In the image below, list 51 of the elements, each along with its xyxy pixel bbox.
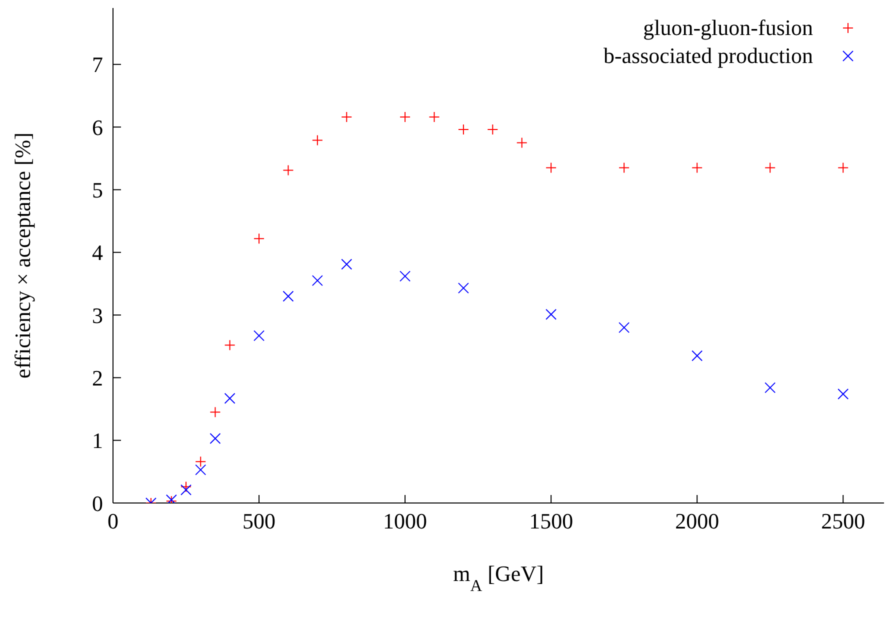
- point: [618, 162, 630, 174]
- point: [458, 282, 469, 294]
- point: [210, 406, 221, 418]
- y-tick-label: 1: [92, 428, 103, 454]
- point: [224, 340, 236, 351]
- point: [254, 233, 265, 244]
- point: [312, 134, 323, 146]
- x-tick-label: 1000: [383, 508, 428, 534]
- y-tick-label: 0: [92, 490, 103, 516]
- x-tick-label: 2000: [675, 508, 720, 534]
- y-tick-label: 5: [92, 178, 103, 203]
- x-tick-label: 2500: [821, 508, 866, 534]
- x-tick-label: 0: [108, 508, 118, 534]
- y-axis-title: efficiency × acceptance [%]: [10, 132, 35, 378]
- point: [282, 164, 294, 176]
- x-tick-label: 500: [242, 508, 276, 534]
- y-tick-label: 2: [92, 365, 103, 390]
- point: [254, 330, 265, 342]
- x-tick-label: 1500: [529, 508, 574, 534]
- point: [692, 162, 703, 174]
- point: [546, 162, 557, 174]
- point: [428, 112, 440, 123]
- y-tick-label: 4: [92, 240, 103, 266]
- point: [180, 484, 192, 496]
- y-tick-label: 6: [92, 114, 103, 140]
- point: [341, 112, 352, 123]
- point: [764, 162, 776, 174]
- point: [618, 322, 630, 334]
- point: [210, 432, 221, 444]
- y-tick-label: 3: [92, 302, 103, 328]
- point: [400, 112, 411, 123]
- point: [195, 456, 206, 468]
- point: [180, 481, 192, 492]
- point: [516, 137, 528, 148]
- x-axis-title: m$_{A}$ [GeV]: [453, 561, 544, 594]
- point: [195, 464, 206, 476]
- y-tick-label: 7: [92, 52, 103, 78]
- point: [341, 258, 352, 270]
- point: [487, 124, 498, 136]
- point: [312, 275, 323, 286]
- point: [224, 392, 236, 404]
- point: [546, 308, 557, 320]
- legend-label: gluon-gluon-fusion: [643, 15, 813, 41]
- legend-label: b-associated production: [603, 43, 813, 69]
- point: [400, 270, 411, 282]
- point: [764, 382, 776, 394]
- point: [838, 162, 849, 174]
- point: [838, 388, 849, 400]
- point: [692, 350, 703, 362]
- point: [458, 124, 469, 136]
- point: [282, 290, 294, 302]
